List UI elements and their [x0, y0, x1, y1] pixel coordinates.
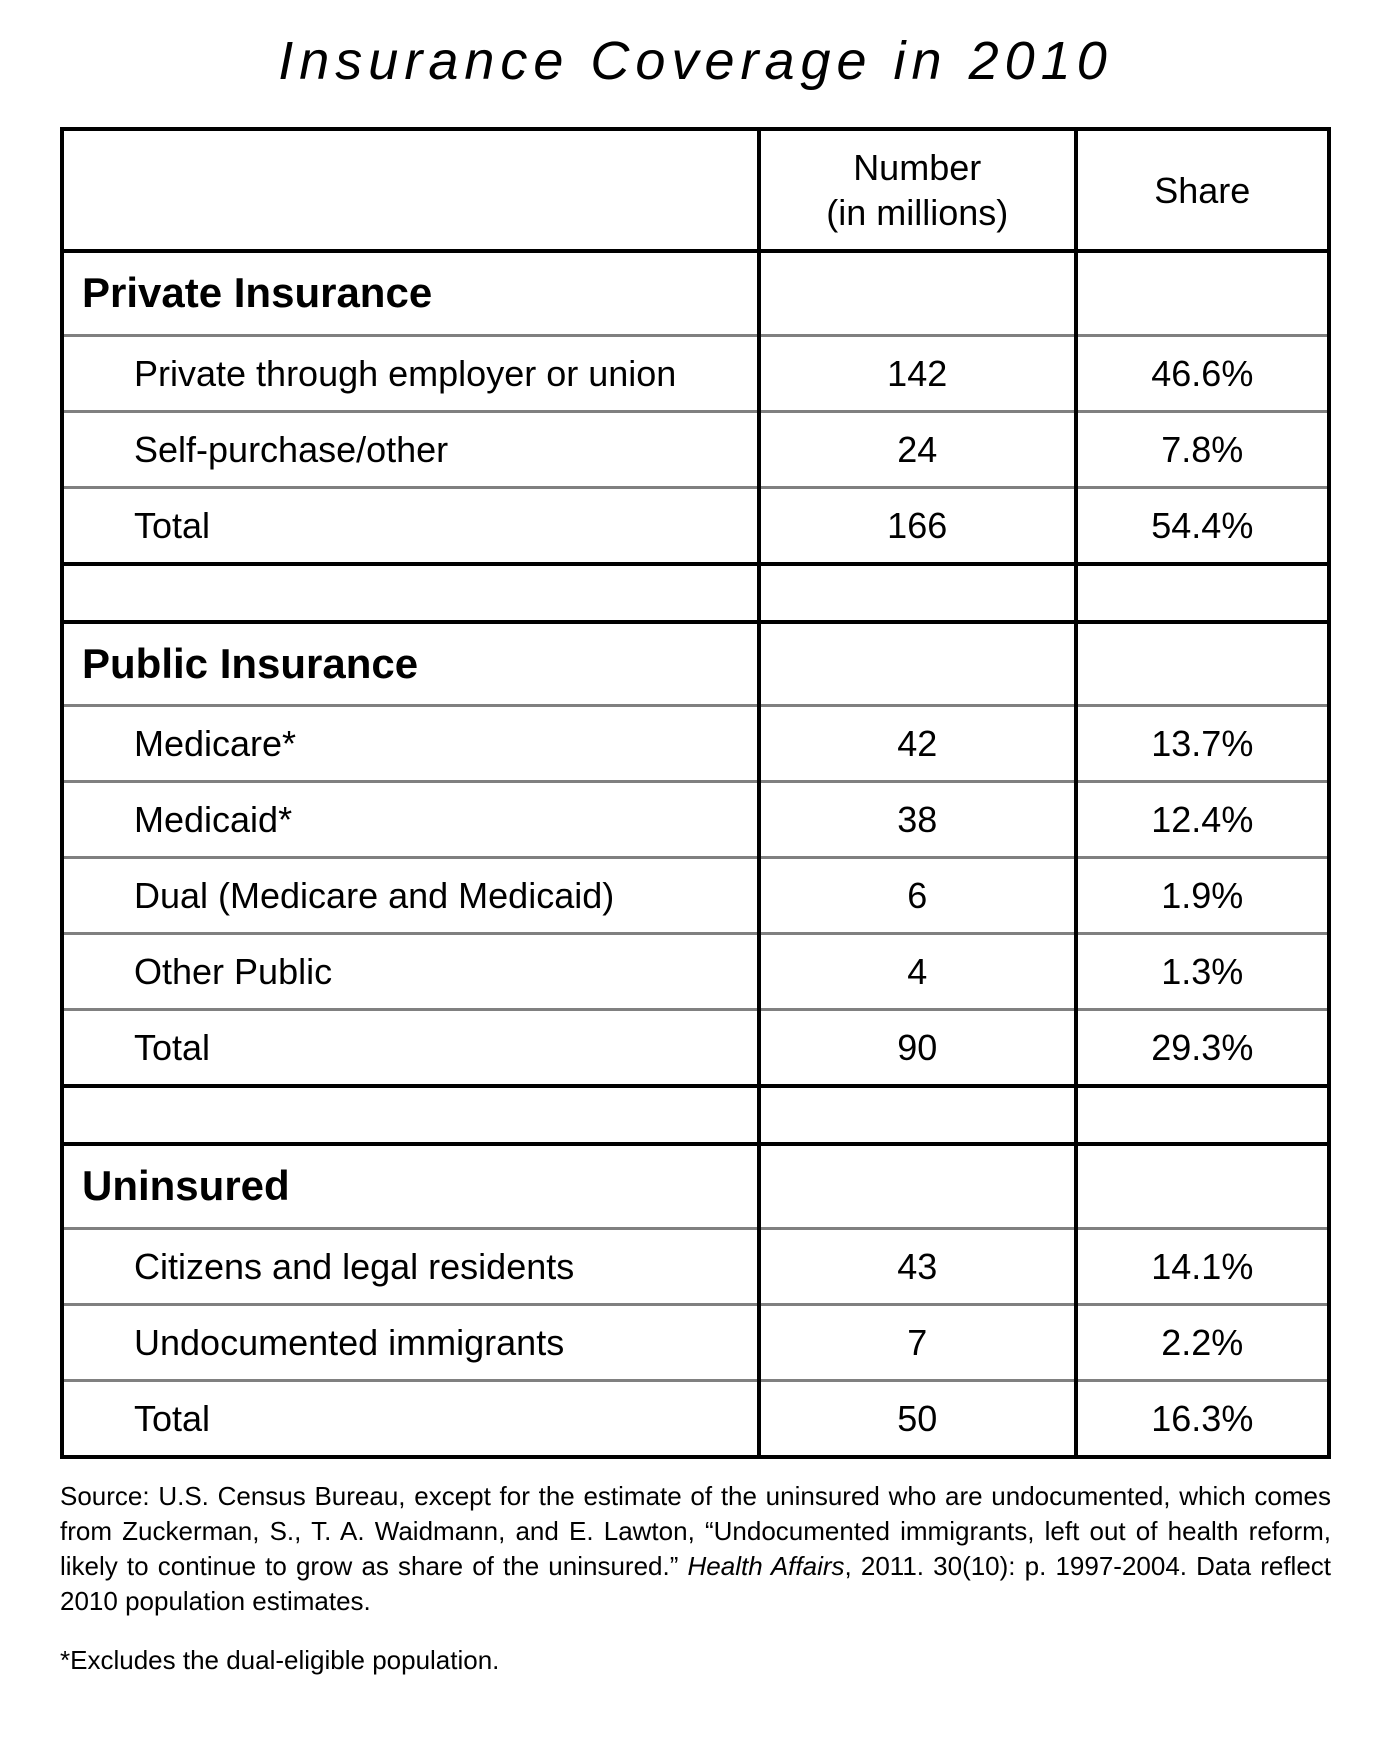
row-label: Dual (Medicare and Medicaid) [62, 858, 759, 934]
table-row: Dual (Medicare and Medicaid)61.9% [62, 858, 1329, 934]
row-share: 29.3% [1076, 1010, 1329, 1087]
section-heading: Uninsured [62, 1144, 759, 1228]
section-spacer [62, 564, 1329, 622]
row-share: 16.3% [1076, 1380, 1329, 1457]
row-share: 1.3% [1076, 934, 1329, 1010]
row-share: 54.4% [1076, 487, 1329, 564]
table-row: Total5016.3% [62, 1380, 1329, 1457]
section-heading-row: Public Insurance [62, 622, 1329, 706]
section-heading: Private Insurance [62, 251, 759, 335]
section-heading-number-cell [759, 251, 1076, 335]
table-row: Citizens and legal residents4314.1% [62, 1228, 1329, 1304]
insurance-table: Number (in millions) Share Private Insur… [60, 127, 1331, 1459]
row-number: 50 [759, 1380, 1076, 1457]
row-share: 14.1% [1076, 1228, 1329, 1304]
table-row: Total9029.3% [62, 1010, 1329, 1087]
row-share: 13.7% [1076, 706, 1329, 782]
row-number: 6 [759, 858, 1076, 934]
row-label: Medicare* [62, 706, 759, 782]
table-row: Total16654.4% [62, 487, 1329, 564]
section-heading-row: Uninsured [62, 1144, 1329, 1228]
row-number: 43 [759, 1228, 1076, 1304]
table-row: Self-purchase/other247.8% [62, 411, 1329, 487]
row-label: Private through employer or union [62, 335, 759, 411]
row-label: Undocumented immigrants [62, 1304, 759, 1380]
row-number: 90 [759, 1010, 1076, 1087]
section-heading-share-cell [1076, 1144, 1329, 1228]
row-share: 2.2% [1076, 1304, 1329, 1380]
row-share: 12.4% [1076, 782, 1329, 858]
section-heading-row: Private Insurance [62, 251, 1329, 335]
row-number: 7 [759, 1304, 1076, 1380]
row-label: Self-purchase/other [62, 411, 759, 487]
row-label: Total [62, 1380, 759, 1457]
table-row: Other Public41.3% [62, 934, 1329, 1010]
row-number: 166 [759, 487, 1076, 564]
row-label: Total [62, 487, 759, 564]
col-header-number: Number (in millions) [759, 129, 1076, 251]
table-row: Undocumented immigrants72.2% [62, 1304, 1329, 1380]
row-number: 24 [759, 411, 1076, 487]
page: Insurance Coverage in 2010 Number (in mi… [0, 0, 1391, 1742]
section-heading: Public Insurance [62, 622, 759, 706]
table-row: Medicare*4213.7% [62, 706, 1329, 782]
col-header-blank [62, 129, 759, 251]
row-label: Total [62, 1010, 759, 1087]
section-heading-number-cell [759, 622, 1076, 706]
table-header-row: Number (in millions) Share [62, 129, 1329, 251]
section-heading-share-cell [1076, 622, 1329, 706]
footnote: *Excludes the dual-eligible population. [60, 1645, 1331, 1676]
section-spacer [62, 1086, 1329, 1144]
row-number: 38 [759, 782, 1076, 858]
row-share: 46.6% [1076, 335, 1329, 411]
row-label: Medicaid* [62, 782, 759, 858]
col-header-share: Share [1076, 129, 1329, 251]
row-share: 1.9% [1076, 858, 1329, 934]
row-label: Citizens and legal residents [62, 1228, 759, 1304]
section-heading-share-cell [1076, 251, 1329, 335]
row-label: Other Public [62, 934, 759, 1010]
row-share: 7.8% [1076, 411, 1329, 487]
row-number: 42 [759, 706, 1076, 782]
row-number: 4 [759, 934, 1076, 1010]
source-note: Source: U.S. Census Bureau, except for t… [60, 1479, 1331, 1619]
section-heading-number-cell [759, 1144, 1076, 1228]
row-number: 142 [759, 335, 1076, 411]
table-row: Medicaid*3812.4% [62, 782, 1329, 858]
table-row: Private through employer or union14246.6… [62, 335, 1329, 411]
page-title: Insurance Coverage in 2010 [60, 30, 1331, 92]
